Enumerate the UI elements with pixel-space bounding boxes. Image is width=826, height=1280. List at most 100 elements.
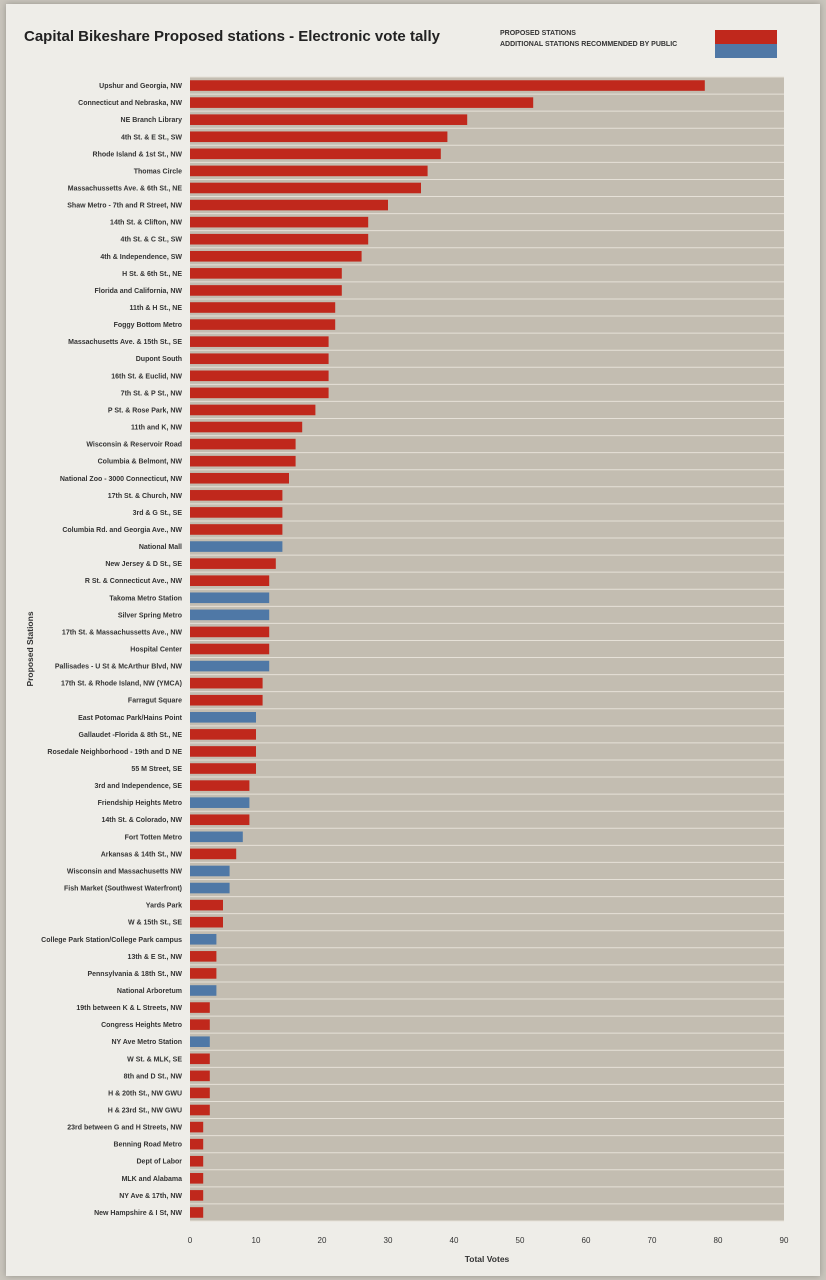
category-label: 3rd & G St., SE <box>133 510 183 517</box>
bar <box>190 455 296 467</box>
category-label: MLK and Alabama <box>122 1176 183 1183</box>
category-label: 7th St. & P St., NW <box>121 390 183 397</box>
bar <box>190 1019 210 1030</box>
category-label: Hospital Center <box>130 647 182 654</box>
bar <box>190 729 256 740</box>
bar <box>190 1087 210 1099</box>
category-label: Pallisades - U St & McArthur Blvd, NW <box>55 664 183 671</box>
legend-label-additional: ADDITIONAL STATIONS RECOMMENDED BY PUBLI… <box>500 41 678 48</box>
category-label: 11th and K, NW <box>131 425 182 432</box>
category-label: Massachusetts Ave. & 15th St., SE <box>68 339 182 346</box>
bar <box>190 712 256 723</box>
legend-swatch-proposed <box>715 30 777 44</box>
x-tick-label: 40 <box>450 1236 459 1245</box>
bar <box>190 319 336 330</box>
category-label: Fort Totten Metro <box>125 834 182 841</box>
category-label: 4th St. & C St., SW <box>121 237 183 244</box>
category-label: 19th between K & L Streets, NW <box>76 1005 182 1012</box>
category-label: NY Ave Metro Station <box>111 1039 182 1046</box>
category-label: 17th St. & Church, NW <box>108 493 183 500</box>
bar <box>190 1070 210 1082</box>
x-tick-label: 90 <box>780 1236 789 1245</box>
bar <box>190 797 250 808</box>
bar <box>190 899 223 911</box>
x-tick-label: 0 <box>188 1236 193 1245</box>
category-label: 3rd and Independence, SE <box>94 783 182 790</box>
bar <box>190 848 237 860</box>
bar <box>190 302 336 313</box>
category-label: Dept of Labor <box>137 1159 183 1166</box>
bar <box>190 524 283 535</box>
bar <box>190 438 296 450</box>
category-label: W & 15th St., SE <box>128 920 182 927</box>
bar <box>190 660 270 672</box>
bar <box>190 182 421 194</box>
category-label: 16th St. & Euclid, NW <box>111 373 182 380</box>
category-label: H & 23rd St., NW GWU <box>108 1108 182 1115</box>
category-label: 55 M Street, SE <box>131 766 182 773</box>
category-label: 4th St. & E St., SW <box>121 134 182 141</box>
category-label: 13th & E St., NW <box>128 954 183 961</box>
category-label: Friendship Heights Metro <box>98 800 182 807</box>
x-tick-label: 70 <box>648 1236 657 1245</box>
bar <box>190 694 263 706</box>
y-axis-title: Proposed Stations <box>25 611 35 686</box>
bar <box>190 882 230 894</box>
category-label: Wisconsin & Reservoir Road <box>86 442 182 449</box>
category-label: Columbia & Belmont, NW <box>98 459 183 466</box>
legend: PROPOSED STATIONS ADDITIONAL STATIONS RE… <box>500 30 790 64</box>
category-label: 17th St. & Rhode Island, NW (YMCA) <box>61 681 182 688</box>
category-label: 11th & H St., NE <box>129 305 182 312</box>
bar <box>190 1053 210 1065</box>
bar <box>190 814 250 826</box>
category-label: Rhode Island & 1st St., NW <box>93 151 183 158</box>
bar <box>190 404 316 416</box>
bar <box>190 592 270 604</box>
bar <box>190 216 369 228</box>
bar <box>190 677 263 689</box>
bar <box>190 763 256 774</box>
category-label: 8th and D St., NW <box>124 1073 183 1080</box>
bar <box>190 1207 204 1218</box>
category-label: College Park Station/College Park campus <box>41 937 182 944</box>
bar <box>190 1002 210 1013</box>
bar <box>190 250 362 262</box>
category-label: P St. & Rose Park, NW <box>108 407 183 414</box>
bar <box>190 199 388 211</box>
bar <box>190 780 250 791</box>
category-label: Massachussetts Ave. & 6th St., NE <box>68 185 183 192</box>
bar <box>190 831 243 843</box>
category-label: Columbia Rd. and Georgia Ave., NW <box>62 527 182 534</box>
bar <box>190 985 217 996</box>
bar <box>190 353 329 365</box>
bar <box>190 80 705 91</box>
category-label: Arkansas & 14th St., NW <box>101 851 183 858</box>
category-label: NE Branch Library <box>121 117 183 124</box>
bar <box>190 165 428 177</box>
bar <box>190 507 283 518</box>
x-tick-label: 80 <box>714 1236 723 1245</box>
bar <box>190 336 329 347</box>
category-label: Fish Market (Southwest Waterfront) <box>64 886 182 893</box>
category-label: H St. & 6th St., NE <box>122 271 182 278</box>
category-label: H & 20th St., NW GWU <box>108 1090 182 1097</box>
bar <box>190 387 329 399</box>
x-tick-label: 60 <box>582 1236 591 1245</box>
category-label: New Hampshire & I St, NW <box>94 1210 182 1217</box>
x-axis-title: Total Votes <box>465 1254 510 1264</box>
bar <box>190 951 217 962</box>
bar <box>190 1104 210 1116</box>
legend-label-proposed: PROPOSED STATIONS <box>500 30 576 37</box>
bar <box>190 1155 204 1167</box>
bar <box>190 865 230 877</box>
category-label: Wisconsin and Massachusetts NW <box>67 868 182 875</box>
category-label: R St. & Connecticut Ave., NW <box>85 578 182 585</box>
category-label: Dupont South <box>136 356 182 363</box>
bar <box>190 541 283 552</box>
category-label: Rosedale Neighborhood - 19th and D NE <box>47 749 182 756</box>
bar <box>190 114 468 125</box>
bar <box>190 1138 204 1150</box>
bar <box>190 916 223 928</box>
x-tick-label: 20 <box>318 1236 327 1245</box>
